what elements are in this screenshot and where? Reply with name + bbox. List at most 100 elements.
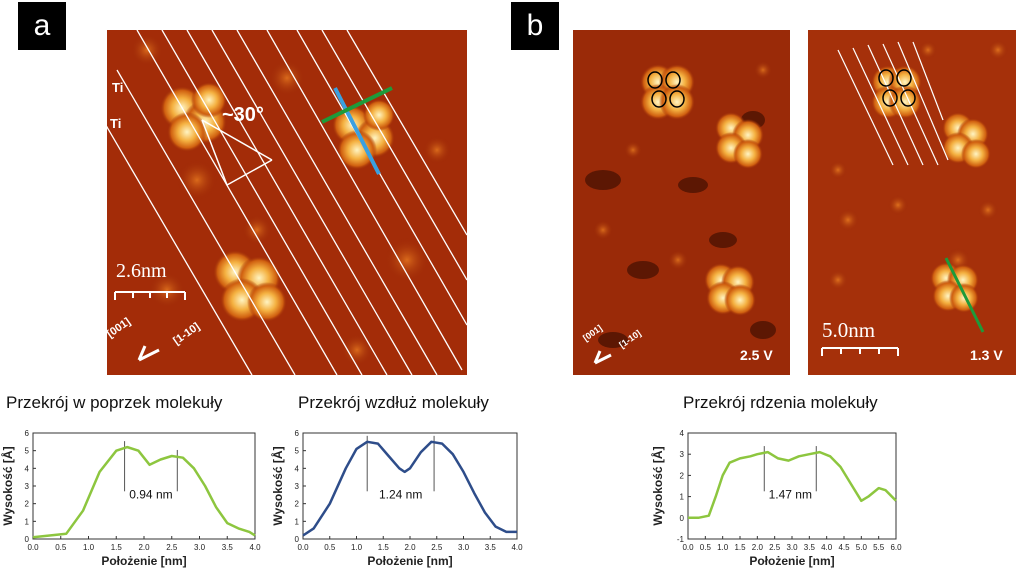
profile-line (302, 440, 517, 537)
plot-title-2: Przekrój wzdłuż molekuły (298, 393, 489, 412)
x-tick-label: 1.5 (734, 543, 746, 552)
x-tick-label: 1.0 (351, 543, 363, 552)
x-tick-label: 1.0 (83, 543, 95, 552)
orbital-circles-c1 (878, 69, 916, 107)
x-tick-label: 3.5 (804, 543, 816, 552)
y-tick-label: 3 (25, 482, 30, 491)
x-tick-label: 0.5 (700, 543, 712, 552)
x-tick-label: 0.5 (324, 543, 336, 552)
x-tick-label: 3.0 (194, 543, 206, 552)
y-tick-label: 4 (295, 464, 300, 473)
ti-row-lines (107, 30, 467, 375)
y-tick-label: 0 (680, 514, 685, 523)
molecule-c3 (930, 262, 979, 313)
stm-image-a (107, 30, 467, 375)
y-tick-label: 1 (680, 493, 685, 502)
y-axis-label: Wysokość [Å] (270, 446, 285, 525)
molecule-c2 (942, 112, 991, 169)
plot-frame (32, 432, 256, 540)
x-tick-label: 4.0 (511, 543, 523, 552)
x-axis-label: Położenie [nm] (749, 554, 834, 568)
y-tick-label: 2 (295, 500, 300, 509)
x-tick-label: 3.0 (458, 543, 470, 552)
x-tick-label: 6.0 (890, 543, 902, 552)
y-tick-label: 0 (295, 535, 300, 544)
stm-image-b-right (808, 30, 1016, 375)
x-tick-label: 1.0 (717, 543, 729, 552)
x-tick-label: 0.0 (297, 543, 309, 552)
molecule-b3 (704, 263, 756, 316)
y-tick-label: 0 (25, 535, 30, 544)
x-tick-label: 0.5 (55, 543, 67, 552)
x-tick-label: 2.5 (769, 543, 781, 552)
x-tick-label: 2.5 (166, 543, 178, 552)
x-tick-label: 5.0 (856, 543, 868, 552)
x-tick-label: 1.5 (378, 543, 390, 552)
distance-annotation: 0.94 nm (129, 488, 172, 502)
plot-frame (302, 432, 518, 540)
molecule-b1 (640, 64, 695, 120)
x-tick-label: 5.5 (873, 543, 885, 552)
cross-section-blue (333, 87, 381, 175)
plot-title-3: Przekrój rdzenia molekuły (683, 393, 878, 412)
scale-label-a: 2.6nm (116, 260, 167, 282)
x-tick-label: 4.0 (249, 543, 261, 552)
x-tick-label: 2.0 (752, 543, 764, 552)
plot-title-1: Przekrój w poprzek molekuły (6, 393, 223, 412)
y-tick-label: 5 (25, 447, 30, 456)
y-tick-label: 4 (25, 464, 30, 473)
x-tick-label: 0.0 (27, 543, 39, 552)
y-tick-label: 4 (680, 429, 685, 438)
x-tick-label: 4.5 (838, 543, 850, 552)
x-tick-label: 1.5 (111, 543, 123, 552)
y-tick-label: 2 (680, 471, 685, 480)
profile-plot-1: 0.0 0.5 1.0 1.5 2.0 2.5 3.0 3.5 4.0 0 1 2 3 4 5 6 Położe… (0, 426, 265, 578)
cross-section-green-b (944, 257, 985, 333)
ti-row-lines-b (837, 41, 949, 166)
molecule-b2 (715, 112, 764, 169)
x-tick-label: 2.0 (138, 543, 150, 552)
y-tick-label: -1 (677, 535, 685, 544)
y-tick-label: 6 (295, 429, 300, 438)
x-axis-label: Położenie [nm] (367, 554, 452, 568)
cross-section-green (321, 86, 393, 124)
scale-bar-a (114, 291, 186, 300)
x-axis-label: Położenie [nm] (101, 554, 186, 568)
profile-plot-2: 0.0 0.5 1.0 1.5 2.0 2.5 3.0 3.5 4.0 0 1 2 3 4 5 6 Położe… (270, 426, 525, 578)
stm-image-b-left (573, 30, 790, 375)
direction-arrows-a (137, 345, 160, 362)
bias-label-left: 2.5 V (740, 347, 773, 363)
distance-annotation: 1.24 nm (379, 488, 422, 502)
x-tick-label: 3.5 (222, 543, 234, 552)
y-axis-label: Wysokość [Å] (0, 446, 15, 525)
y-tick-label: 2 (25, 500, 30, 509)
angle-marker (201, 119, 273, 186)
profile-plot-3: 0.0 0.5 1.0 1.5 2.0 2.5 3.0 3.5 4.0 4.5 5.0 5.5 6.0 -… (650, 426, 910, 578)
y-tick-label: 3 (680, 450, 685, 459)
x-tick-label: 2.0 (404, 543, 416, 552)
x-tick-label: 4.0 (821, 543, 833, 552)
x-tick-label: 0.0 (682, 543, 694, 552)
ti-label-2: Ti (110, 116, 122, 131)
profile-line (32, 445, 256, 539)
bias-label-right: 1.3 V (970, 347, 1003, 363)
panel-label-b: b (511, 2, 559, 50)
profile-line (688, 450, 897, 520)
y-axis-label: Wysokość [Å] (650, 446, 665, 525)
ti-label-1: Ti (112, 80, 124, 95)
distance-annotation: 1.47 nm (769, 488, 812, 502)
x-tick-label: 2.5 (431, 543, 443, 552)
orbital-circles-b1 (647, 71, 685, 108)
panel-label-a: a (18, 2, 66, 50)
y-tick-label: 6 (25, 429, 30, 438)
y-tick-label: 1 (25, 517, 30, 526)
direction-arrows-b (593, 350, 612, 365)
x-tick-label: 3.5 (485, 543, 497, 552)
y-tick-label: 3 (295, 482, 300, 491)
scale-label-b: 5.0nm (822, 318, 876, 342)
scale-bar-b (821, 347, 899, 356)
angle-label: ~30° (222, 104, 264, 126)
y-tick-label: 5 (295, 447, 300, 456)
y-tick-label: 1 (295, 517, 300, 526)
x-tick-label: 3.0 (786, 543, 798, 552)
